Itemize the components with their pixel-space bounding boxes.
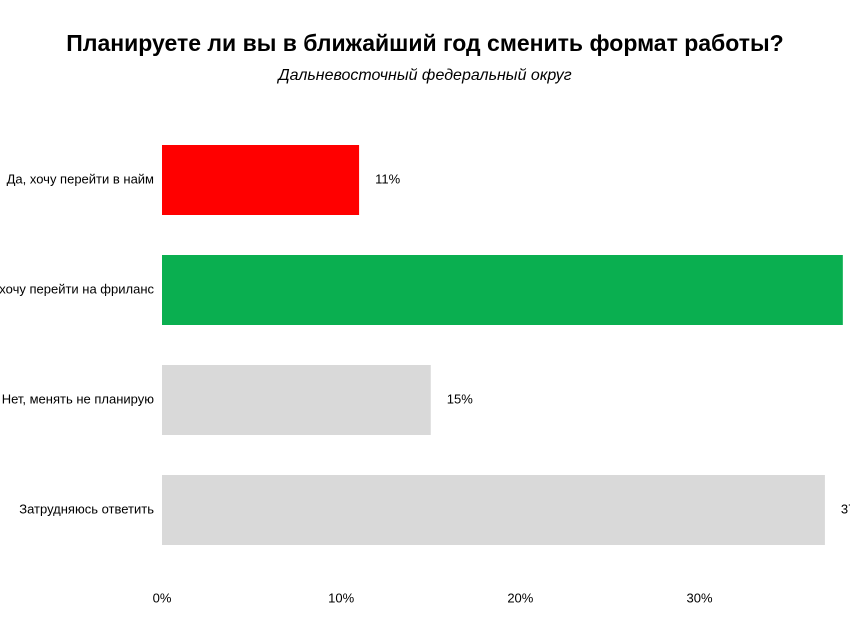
bar	[162, 365, 431, 435]
value-label: 37%	[841, 501, 850, 516]
value-label: 11%	[375, 171, 400, 186]
bar	[162, 145, 360, 215]
x-tick-label: 30%	[686, 590, 712, 605]
chart-subtitle: Дальневосточный федеральный округ	[276, 67, 571, 84]
y-tick-label: Затрудняюсь ответить	[19, 501, 154, 516]
y-tick-label: Нет, менять не планирую	[2, 391, 155, 406]
x-tick-label: 0%	[153, 590, 172, 605]
x-tick-label: 10%	[328, 590, 354, 605]
value-label: 15%	[447, 391, 473, 406]
x-tick-label: 20%	[507, 590, 533, 605]
y-tick-label: Да, хочу перейти на фриланс	[0, 281, 154, 296]
chart-title: Планируете ли вы в ближайший год сменить…	[66, 30, 783, 56]
y-tick-label: Да, хочу перейти в найм	[7, 171, 154, 186]
bar	[162, 255, 843, 325]
bar	[162, 475, 825, 545]
